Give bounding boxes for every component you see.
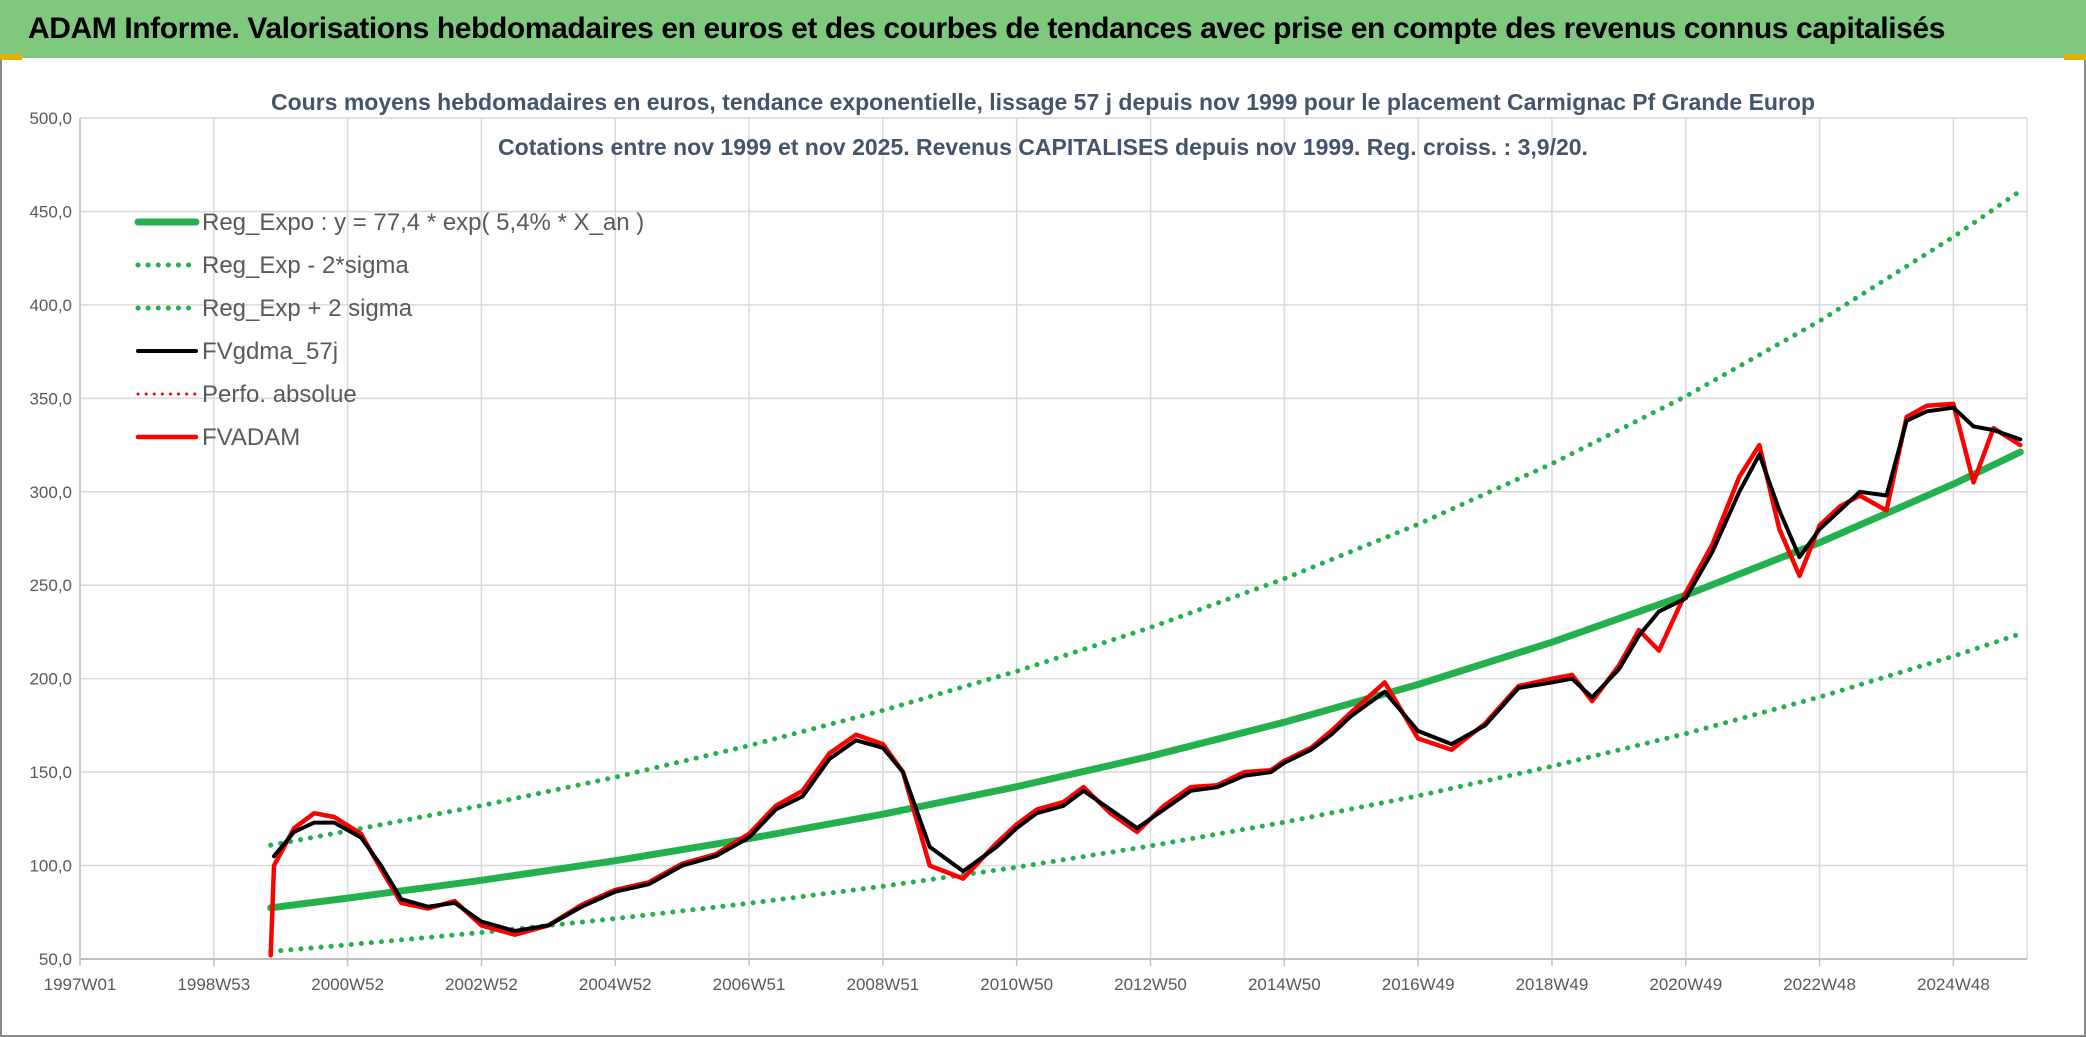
legend-label: Reg_Exp - 2*sigma: [202, 252, 409, 279]
banner-corner-left: [0, 54, 22, 60]
chart-title-line-2: Cotations entre nov 1999 et nov 2025. Re…: [498, 134, 1588, 160]
banner-corner-right: [2064, 54, 2086, 60]
chart-legend: Reg_Expo : y = 77,4 * exp( 5,4% * X_an )…: [134, 209, 644, 451]
legend-label: Reg_Expo : y = 77,4 * exp( 5,4% * X_an ): [202, 209, 644, 236]
report-banner: ADAM Informe. Valorisations hebdomadaire…: [0, 0, 2086, 58]
line-chart: 500,0 450,0 400,0 350,0 300,0 250,0 200,0 150,0…: [29, 89, 2028, 994]
x-tick-label: 2004W52: [579, 975, 652, 994]
chart-title-line-1: Cours moyens hebdomadaires en euros, ten…: [271, 89, 1815, 115]
x-tick-label: 2002W52: [445, 975, 518, 994]
y-tick-label: 300,0: [29, 483, 72, 502]
lower-sigma-band: [268, 631, 2023, 954]
y-tick-label: 350,0: [29, 389, 72, 408]
chart-title: Cours moyens hebdomadaires en euros, ten…: [271, 89, 1815, 160]
legend-label: FVADAM: [202, 424, 300, 451]
x-tick-label: 2024W48: [1917, 975, 1990, 994]
x-tick-label: 1998W53: [177, 975, 250, 994]
chart-series: [267, 188, 2024, 958]
y-tick-label: 500,0: [29, 109, 72, 128]
report-title: ADAM Informe. Valorisations hebdomadaire…: [28, 12, 1945, 45]
moving-average-line: [272, 405, 2023, 933]
chart-gridlines: [79, 117, 2028, 960]
x-tick-label: 2010W50: [980, 975, 1053, 994]
y-tick-label: 200,0: [29, 670, 72, 689]
absolute-perf-line: [272, 402, 2022, 937]
regression-line: [267, 448, 2024, 912]
x-tick-label: 2020W49: [1649, 975, 1722, 994]
x-tick-label: 2000W52: [311, 975, 384, 994]
x-tick-label: 2012W50: [1114, 975, 1187, 994]
chart-axes: 500,0 450,0 400,0 350,0 300,0 250,0 200,0 150,0…: [29, 109, 2027, 994]
upper-sigma-band: [268, 188, 2023, 848]
x-tick-label: 1997W01: [44, 975, 117, 994]
y-tick-label: 50,0: [39, 950, 72, 969]
y-tick-label: 450,0: [29, 202, 72, 221]
y-tick-label: 100,0: [29, 857, 72, 876]
x-tick-label: 2018W49: [1516, 975, 1589, 994]
x-tick-label: 2022W48: [1783, 975, 1856, 994]
x-tick-label: 2014W50: [1248, 975, 1321, 994]
legend-label: Perfo. absolue: [202, 381, 357, 408]
legend-label: FVgdma_57j: [202, 338, 338, 365]
x-tick-label: 2008W51: [846, 975, 919, 994]
y-tick-label: 400,0: [29, 296, 72, 315]
y-tick-label: 250,0: [29, 576, 72, 595]
legend-label: Reg_Exp + 2 sigma: [202, 295, 413, 322]
x-tick-label: 2006W51: [713, 975, 786, 994]
y-tick-label: 150,0: [29, 763, 72, 782]
x-tick-label: 2016W49: [1382, 975, 1455, 994]
